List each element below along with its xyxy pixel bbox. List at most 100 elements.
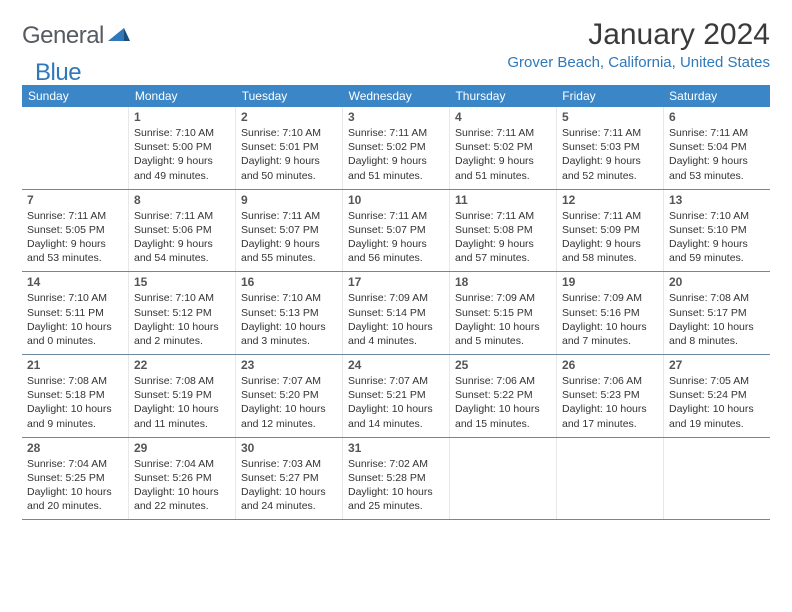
logo-text-general: General — [22, 22, 104, 50]
day-cell: 15Sunrise: 7:10 AMSunset: 5:12 PMDayligh… — [129, 272, 236, 354]
sunrise-line: Sunrise: 7:10 AM — [669, 209, 765, 223]
sunrise-line: Sunrise: 7:11 AM — [562, 209, 658, 223]
day-cell: 12Sunrise: 7:11 AMSunset: 5:09 PMDayligh… — [557, 190, 664, 272]
sunrise-line: Sunrise: 7:10 AM — [134, 126, 230, 140]
daylight-line-2: and 14 minutes. — [348, 417, 444, 431]
day-cell: 26 Sunrise: 7:06 AMSunset: 5:23 PMDayligh… — [557, 355, 664, 437]
sunset-line: Sunset: 5:24 PM — [669, 388, 765, 402]
day-cell: 20Sunrise: 7:08 AMSunset: 5:17 PMDayligh… — [664, 272, 770, 354]
day-number: 1 — [134, 110, 230, 124]
week-row: 7Sunrise: 7:11 AMSunset: 5:05 PMDaylight… — [22, 190, 770, 273]
sunrise-line: Sunrise: 7:05 AM — [669, 374, 765, 388]
sunrise-line: Sunrise: 7:10 AM — [241, 126, 337, 140]
day-details: Sunrise: 7:11 AMSunset: 5:05 PMDaylight:… — [27, 209, 123, 266]
day-number: 2 — [241, 110, 337, 124]
empty-day-cell — [557, 438, 664, 520]
day-cell: 28Sunrise: 7:04 AMSunset: 5:25 PMDayligh… — [22, 438, 129, 520]
sunset-line: Sunset: 5:00 PM — [134, 140, 230, 154]
daylight-line-2: and 3 minutes. — [241, 334, 337, 348]
daylight-line-1: Daylight: 9 hours — [455, 154, 551, 168]
empty-day-cell — [22, 107, 129, 189]
day-details: Sunrise: 7:07 AMSunset: 5:20 PMDaylight:… — [241, 374, 337, 431]
daylight-line-1: Daylight: 9 hours — [241, 237, 337, 251]
daylight-line-1: Daylight: 10 hours — [241, 320, 337, 334]
sunrise-line: Sunrise: 7:08 AM — [669, 291, 765, 305]
sunrise-line: Sunrise: 7:11 AM — [562, 126, 658, 140]
day-details: Sunrise: 7:11 AMSunset: 5:06 PMDaylight:… — [134, 209, 230, 266]
daylight-line-1: Daylight: 9 hours — [348, 154, 444, 168]
empty-day-cell — [450, 438, 557, 520]
sunrise-line: Sunrise: 7:09 AM — [562, 291, 658, 305]
daylight-line-2: and 12 minutes. — [241, 417, 337, 431]
day-cell: 2 Sunrise: 7:10 AMSunset: 5:01 PMDaylight… — [236, 107, 343, 189]
sunset-line: Sunset: 5:23 PM — [562, 388, 658, 402]
daylight-line-2: and 5 minutes. — [455, 334, 551, 348]
daylight-line-2: and 4 minutes. — [348, 334, 444, 348]
day-cell: 22Sunrise: 7:08 AMSunset: 5:19 PMDayligh… — [129, 355, 236, 437]
sunrise-line: Sunrise: 7:04 AM — [134, 457, 230, 471]
day-number: 22 — [134, 358, 230, 372]
daylight-line-1: Daylight: 10 hours — [134, 402, 230, 416]
sunset-line: Sunset: 5:09 PM — [562, 223, 658, 237]
sunset-line: Sunset: 5:03 PM — [562, 140, 658, 154]
sunset-line: Sunset: 5:22 PM — [455, 388, 551, 402]
day-number: 25 — [455, 358, 551, 372]
day-cell: 30Sunrise: 7:03 AMSunset: 5:27 PMDayligh… — [236, 438, 343, 520]
daylight-line-2: and 0 minutes. — [27, 334, 123, 348]
day-number: 29 — [134, 441, 230, 455]
sunset-line: Sunset: 5:04 PM — [669, 140, 765, 154]
calendar: SundayMondayTuesdayWednesdayThursdayFrid… — [22, 85, 770, 520]
sunrise-line: Sunrise: 7:09 AM — [348, 291, 444, 305]
dow-cell: Monday — [129, 85, 236, 107]
sunset-line: Sunset: 5:20 PM — [241, 388, 337, 402]
daylight-line-2: and 59 minutes. — [669, 251, 765, 265]
dow-cell: Wednesday — [343, 85, 450, 107]
sunset-line: Sunset: 5:06 PM — [134, 223, 230, 237]
daylight-line-2: and 53 minutes. — [27, 251, 123, 265]
daylight-line-2: and 53 minutes. — [669, 169, 765, 183]
day-details: Sunrise: 7:06 AMSunset: 5:23 PMDaylight:… — [562, 374, 658, 431]
sunrise-line: Sunrise: 7:06 AM — [455, 374, 551, 388]
sunrise-line: Sunrise: 7:07 AM — [241, 374, 337, 388]
empty-day-cell — [664, 438, 770, 520]
dow-cell: Thursday — [449, 85, 556, 107]
day-cell: 21Sunrise: 7:08 AMSunset: 5:18 PMDayligh… — [22, 355, 129, 437]
day-details: Sunrise: 7:11 AMSunset: 5:04 PMDaylight:… — [669, 126, 765, 183]
daylight-line-2: and 49 minutes. — [134, 169, 230, 183]
sunrise-line: Sunrise: 7:10 AM — [134, 291, 230, 305]
daylight-line-1: Daylight: 10 hours — [241, 485, 337, 499]
sunset-line: Sunset: 5:26 PM — [134, 471, 230, 485]
day-number: 13 — [669, 193, 765, 207]
day-details: Sunrise: 7:10 AMSunset: 5:01 PMDaylight:… — [241, 126, 337, 183]
logo-mark-icon — [108, 25, 130, 50]
daylight-line-2: and 7 minutes. — [562, 334, 658, 348]
day-number: 21 — [27, 358, 123, 372]
daylight-line-2: and 22 minutes. — [134, 499, 230, 513]
day-cell: 13Sunrise: 7:10 AMSunset: 5:10 PMDayligh… — [664, 190, 770, 272]
day-cell: 16Sunrise: 7:10 AMSunset: 5:13 PMDayligh… — [236, 272, 343, 354]
sunrise-line: Sunrise: 7:10 AM — [27, 291, 123, 305]
daylight-line-1: Daylight: 9 hours — [562, 237, 658, 251]
sunset-line: Sunset: 5:13 PM — [241, 306, 337, 320]
day-cell: 9Sunrise: 7:11 AMSunset: 5:07 PMDaylight… — [236, 190, 343, 272]
daylight-line-1: Daylight: 10 hours — [27, 485, 123, 499]
daylight-line-1: Daylight: 10 hours — [134, 485, 230, 499]
day-number: 8 — [134, 193, 230, 207]
sunset-line: Sunset: 5:21 PM — [348, 388, 444, 402]
day-cell: 31Sunrise: 7:02 AMSunset: 5:28 PMDayligh… — [343, 438, 450, 520]
day-number: 26 — [562, 358, 658, 372]
day-details: Sunrise: 7:11 AMSunset: 5:07 PMDaylight:… — [241, 209, 337, 266]
sunrise-line: Sunrise: 7:08 AM — [27, 374, 123, 388]
day-cell: 19Sunrise: 7:09 AMSunset: 5:16 PMDayligh… — [557, 272, 664, 354]
day-cell: 1Sunrise: 7:10 AMSunset: 5:00 PMDaylight… — [129, 107, 236, 189]
dow-cell: Tuesday — [236, 85, 343, 107]
day-number: 19 — [562, 275, 658, 289]
sunset-line: Sunset: 5:16 PM — [562, 306, 658, 320]
day-number: 24 — [348, 358, 444, 372]
day-cell: 17Sunrise: 7:09 AMSunset: 5:14 PMDayligh… — [343, 272, 450, 354]
day-cell: 6Sunrise: 7:11 AMSunset: 5:04 PMDaylight… — [664, 107, 770, 189]
sunrise-line: Sunrise: 7:04 AM — [27, 457, 123, 471]
daylight-line-2: and 11 minutes. — [134, 417, 230, 431]
day-details: Sunrise: 7:04 AMSunset: 5:25 PMDaylight:… — [27, 457, 123, 514]
sunset-line: Sunset: 5:07 PM — [348, 223, 444, 237]
